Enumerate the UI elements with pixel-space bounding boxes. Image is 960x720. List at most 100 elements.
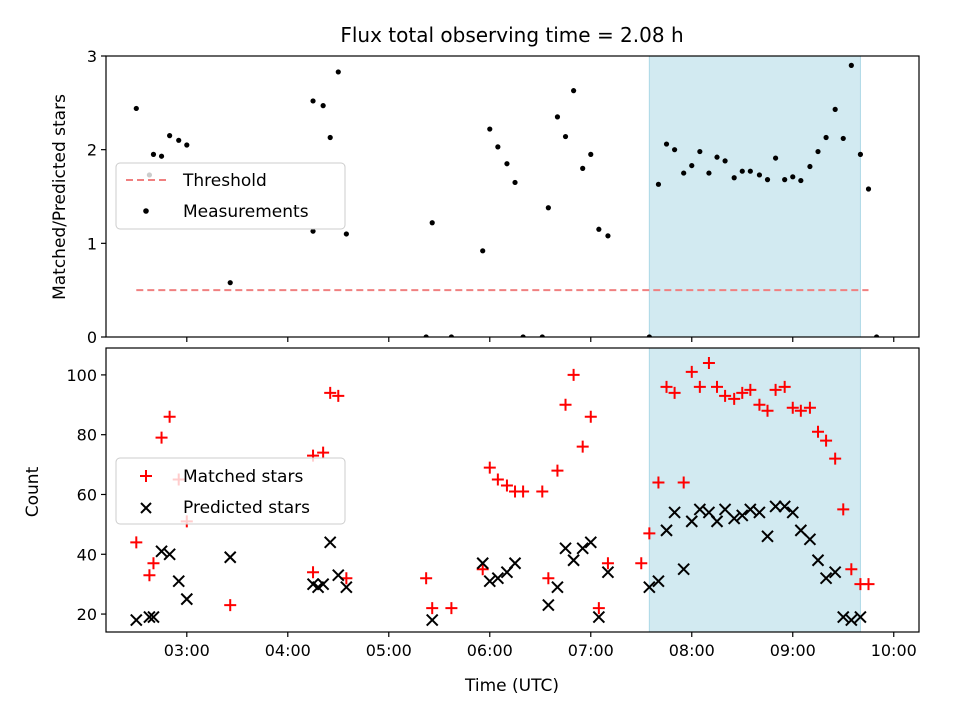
ratio-y-tick-label: 2 (87, 141, 97, 160)
matched-stars-point (820, 434, 833, 447)
predicted-stars-point (668, 506, 681, 519)
count-x-tick-label: 03:00 (164, 641, 210, 660)
matched-stars-point (652, 476, 665, 489)
predicted-stars-point (316, 577, 330, 591)
matched-stars-point (736, 386, 749, 399)
chart-title: Flux total observing time = 2.08 h (340, 23, 683, 47)
matched-stars-point (592, 602, 605, 615)
measurements-point (865, 186, 872, 192)
predicted-stars-point (592, 610, 606, 624)
matched-stars-point (542, 572, 555, 585)
measurements-point (539, 334, 545, 337)
ratio-axes-frame (105, 55, 920, 338)
measurements-point (423, 334, 429, 337)
matched-stars-point (163, 410, 176, 423)
predicted-stars-point (652, 574, 665, 588)
count-y-tick-label: 60 (77, 485, 97, 504)
predicted-stars-point (476, 557, 489, 570)
measurements-point (840, 135, 846, 142)
count-legend: Matched stars Predicted stars (115, 457, 346, 525)
matched-stars-point (643, 527, 656, 540)
matched-stars-point (719, 389, 732, 402)
measurements-point (571, 88, 577, 94)
matched-stars-point (317, 446, 330, 459)
predicted-stars-point (551, 580, 564, 594)
predicted-stars-point (567, 554, 580, 567)
matched-stars-point (445, 602, 458, 615)
measurements-point (176, 137, 182, 143)
matched-stars-point (491, 473, 504, 486)
measurements-point (739, 168, 745, 174)
count-x-tick-label: 09:00 (770, 641, 816, 660)
predicted-stars-point (576, 542, 589, 555)
matched-stars-point (601, 557, 614, 570)
count-axes-frame (105, 347, 920, 633)
measurements-point (588, 151, 594, 157)
measurements-point (798, 177, 804, 184)
matched-stars-point (576, 440, 589, 453)
measurements-series (133, 62, 880, 337)
predicted-stars-point (426, 613, 439, 627)
measurements-point (655, 181, 662, 187)
count-x-tick-label: 07:00 (568, 641, 614, 660)
count-x-tick-label: 04:00 (265, 641, 311, 660)
matched-stars-point (476, 563, 489, 576)
matched-stars-point (794, 404, 807, 417)
predicted-stars-point (837, 610, 850, 624)
measurements-legend-label: Measurements (183, 202, 309, 222)
measurements-point (756, 172, 763, 178)
matched-stars-point (536, 485, 549, 498)
predicted-stars-point (710, 515, 724, 528)
matched-stars-point (143, 569, 156, 582)
ratio-y-tick-label: 1 (87, 234, 97, 253)
predicted-stars-point (643, 580, 656, 594)
matched-stars-point (147, 557, 160, 570)
x-axis-label: Time (UTC) (464, 676, 559, 696)
predicted-stars-point (753, 506, 766, 519)
measurements-point (689, 162, 695, 169)
measurements-point (747, 168, 753, 174)
count-x-tick-label: 05:00 (366, 641, 412, 660)
matched-stars-point (837, 503, 850, 516)
measurements-point (823, 134, 829, 141)
measurements-point (335, 69, 341, 75)
measurements-point (815, 148, 821, 155)
predicted-stars-point (323, 536, 337, 549)
predicted-stars-point (130, 613, 143, 627)
matched-stars-point (711, 380, 724, 393)
matched-stars-point (744, 383, 757, 396)
measurements-point (448, 334, 454, 337)
predicted-stars-point (172, 574, 185, 588)
matched-stars-point (753, 398, 766, 411)
bottom-y-axis-label: Count (23, 466, 43, 517)
measurements-point (562, 133, 569, 140)
ratio-plot-area (133, 56, 880, 337)
matched-stars-point (483, 461, 496, 474)
predicted-stars-point (180, 592, 194, 606)
matched-stars-point (829, 452, 842, 465)
predicted-stars-point (778, 500, 791, 513)
measurements-point (343, 231, 349, 237)
matched-stars-point (130, 536, 143, 549)
matched-stars-point (786, 401, 799, 414)
threshold-legend-label: Threshold (182, 171, 267, 191)
count-x-tick-label: 06:00 (467, 641, 513, 660)
matched-stars-point (307, 566, 320, 579)
predicted-stars-point (491, 571, 505, 585)
predicted-stars-point (660, 524, 673, 537)
measurements-point (504, 161, 510, 167)
predicted-stars-point (727, 512, 741, 525)
matched-stars-point (324, 386, 337, 399)
predicted-stars-point (677, 563, 690, 576)
predicted-legend-marker (140, 502, 152, 514)
matched-stars-point (702, 356, 715, 369)
measurements-point (184, 142, 190, 148)
predicted-stars-point (332, 568, 345, 582)
matched-stars-point (426, 602, 439, 615)
measurements-point (227, 280, 233, 286)
count-x-tick-label: 10:00 (871, 641, 917, 660)
predicted-stars-point (685, 515, 698, 528)
measurements-point (545, 205, 551, 211)
matched-stars-point (728, 392, 741, 405)
ratio-highlight-band (648, 56, 861, 337)
